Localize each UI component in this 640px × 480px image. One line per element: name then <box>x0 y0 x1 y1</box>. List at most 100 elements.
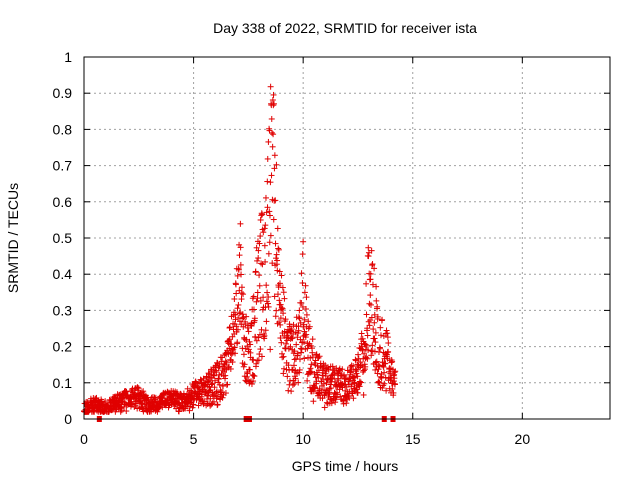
data-point <box>383 387 390 394</box>
data-point <box>254 295 261 302</box>
data-point <box>302 282 309 289</box>
data-point <box>264 178 271 185</box>
data-point <box>232 350 239 357</box>
data-point <box>389 358 396 365</box>
data-point <box>386 365 393 372</box>
data-point <box>362 341 369 348</box>
data-point <box>228 341 235 348</box>
data-point <box>213 388 220 395</box>
data-point <box>310 398 317 405</box>
data-point <box>265 294 272 301</box>
data-point <box>357 363 364 370</box>
data-point <box>219 394 226 401</box>
data-point <box>276 280 283 287</box>
data-point <box>272 240 279 247</box>
data-point <box>238 296 245 303</box>
data-point <box>360 367 367 374</box>
data-point <box>371 319 378 326</box>
y-tick-label: 0.6 <box>53 194 73 210</box>
data-point <box>275 245 282 252</box>
data-point <box>251 373 258 380</box>
data-point <box>193 379 200 386</box>
data-point <box>232 316 239 323</box>
data-point <box>175 408 182 415</box>
data-point <box>307 354 314 361</box>
x-tick-label: 0 <box>80 431 88 447</box>
data-point <box>362 363 369 370</box>
data-point <box>267 232 274 239</box>
data-point <box>374 370 381 377</box>
data-point <box>391 375 398 382</box>
data-points <box>81 83 399 415</box>
data-point <box>327 385 334 392</box>
data-point <box>196 396 203 403</box>
data-point <box>372 329 379 336</box>
data-point <box>239 311 246 318</box>
data-point <box>247 341 254 348</box>
data-point <box>266 208 273 215</box>
data-point <box>367 276 374 283</box>
data-point <box>373 297 380 304</box>
data-point <box>369 261 376 268</box>
data-point <box>364 332 371 339</box>
data-point <box>288 388 295 395</box>
data-point <box>238 290 245 297</box>
data-point <box>295 327 302 334</box>
x-tick-label: 5 <box>190 431 198 447</box>
data-point <box>334 391 341 398</box>
data-point <box>257 233 264 240</box>
data-point <box>277 321 284 328</box>
data-point <box>240 314 247 321</box>
data-point <box>236 252 243 259</box>
data-point <box>257 216 264 223</box>
data-point <box>268 115 275 122</box>
data-point <box>389 385 396 392</box>
data-point <box>368 247 375 254</box>
data-point <box>315 374 322 381</box>
data-point <box>359 335 366 342</box>
data-point <box>271 293 278 300</box>
data-point <box>384 330 391 337</box>
data-point <box>371 265 378 272</box>
data-point <box>269 96 276 103</box>
data-point <box>299 251 306 258</box>
y-tick-label: 0.4 <box>53 266 73 282</box>
data-point <box>355 351 362 358</box>
data-point <box>369 342 376 349</box>
data-point <box>208 401 215 408</box>
data-point <box>278 304 285 311</box>
data-point <box>296 369 303 376</box>
data-point <box>242 345 249 352</box>
data-point <box>234 305 241 312</box>
data-point <box>280 353 287 360</box>
data-point <box>242 320 249 327</box>
data-point <box>303 305 310 312</box>
data-point <box>240 291 247 298</box>
data-point <box>272 197 279 204</box>
data-point <box>277 315 284 322</box>
data-point <box>358 362 365 369</box>
data-point <box>270 216 277 223</box>
data-point <box>263 209 270 216</box>
data-point <box>273 161 280 168</box>
data-point <box>197 376 204 383</box>
data-point <box>266 212 273 219</box>
data-point <box>374 303 381 310</box>
data-point <box>239 315 246 322</box>
data-point <box>244 370 251 377</box>
data-point <box>271 152 278 159</box>
data-point <box>385 348 392 355</box>
data-point <box>270 91 277 98</box>
data-point <box>123 408 130 415</box>
data-point <box>371 348 378 355</box>
data-point <box>214 401 221 408</box>
data-point <box>293 341 300 348</box>
data-point <box>383 327 390 334</box>
data-point <box>263 282 270 289</box>
data-point <box>292 375 299 382</box>
data-point <box>267 179 274 186</box>
data-point <box>264 204 271 211</box>
data-point <box>301 316 308 323</box>
data-point <box>264 289 271 296</box>
data-point <box>294 350 301 357</box>
